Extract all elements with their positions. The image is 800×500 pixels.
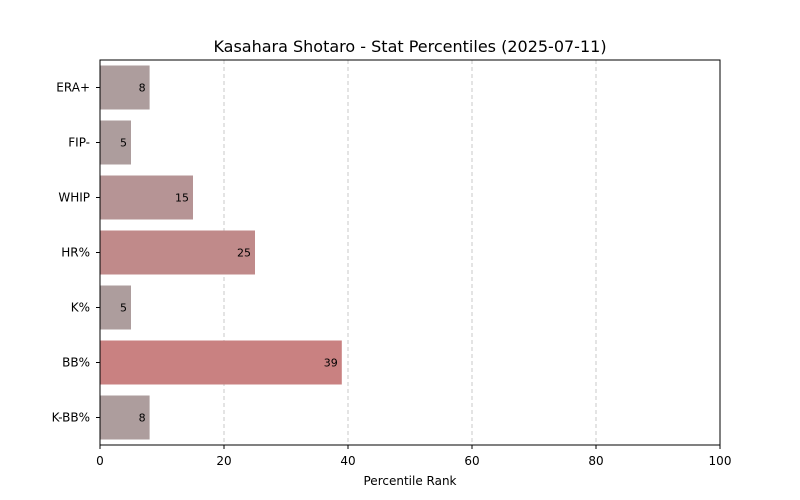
bar [100,285,131,330]
y-tick-label: HR% [61,246,90,260]
bar-value-label: 8 [139,82,146,95]
y-tick-label: K-BB% [52,411,90,425]
bar-value-label: 5 [120,302,127,315]
x-tick-label: 40 [340,454,355,468]
plot-frame [99,59,721,446]
bar-value-label: 5 [120,137,127,150]
y-tick-labels: ERA+ FIP- WHIP HR% K% BB% K-BB% [52,81,100,425]
bar [100,175,193,220]
bars: 8 5 15 25 5 39 8 [100,65,342,440]
chart-title: Kasahara Shotaro - Stat Percentiles (202… [213,37,606,56]
y-tick-label: K% [71,301,90,315]
bar [100,395,150,440]
x-tick-label: 100 [709,454,732,468]
y-tick-label: WHIP [58,191,90,205]
bar-value-label: 25 [237,247,251,260]
x-axis: 0 20 40 60 80 100 [96,445,731,468]
bar-value-label: 15 [175,192,189,205]
bar-value-label: 8 [139,412,146,425]
x-tick-label: 80 [588,454,603,468]
bar [100,230,255,275]
grid-lines [223,60,597,445]
x-tick-label: 20 [216,454,231,468]
y-tick-label: BB% [62,356,90,370]
y-tick-label: FIP- [68,136,90,150]
x-tick-label: 60 [464,454,479,468]
x-tick-label: 0 [96,454,104,468]
bar [100,340,342,385]
bar [100,65,150,110]
bar-value-label: 39 [324,357,338,370]
bar [100,120,131,165]
x-axis-label: Percentile Rank [364,474,457,488]
y-tick-label: ERA+ [56,81,90,95]
